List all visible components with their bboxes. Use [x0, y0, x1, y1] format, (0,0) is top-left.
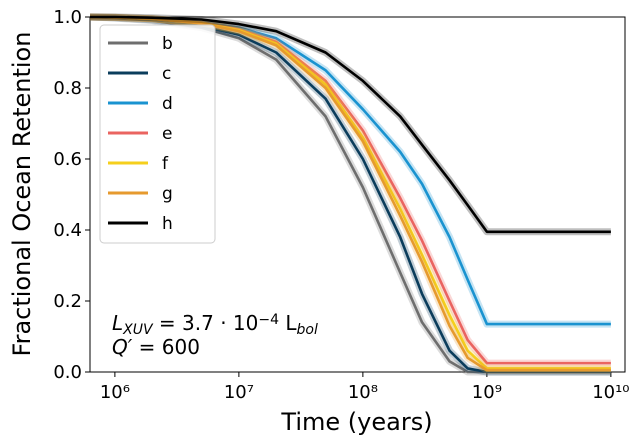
- legend-label: f: [162, 154, 169, 174]
- series-line: [89, 15, 611, 372]
- x-tick-label: 10⁸: [348, 382, 378, 403]
- legend-frame: [99, 24, 216, 244]
- x-axis-label: Time (years): [280, 408, 432, 436]
- y-axis-label: Fractional Ocean Retention: [8, 32, 36, 357]
- x-tick-label: 10⁷: [224, 382, 254, 403]
- legend-label: b: [162, 34, 173, 54]
- annotation: Q′ = 600: [112, 335, 200, 359]
- annotation-part: = 3.7 · 10: [153, 311, 259, 335]
- x-tick-label: 10⁹: [472, 382, 502, 403]
- annotation-part: −4: [258, 312, 279, 328]
- annotation-part: = 600: [132, 335, 200, 359]
- annotation-part: XUV: [122, 322, 154, 338]
- series-line: [89, 15, 611, 374]
- legend-label: g: [162, 184, 173, 204]
- y-tick-label: 0.2: [53, 291, 82, 312]
- series-line: [90, 15, 611, 234]
- y-tick-label: 0.0: [53, 362, 82, 383]
- annotation-part: L: [112, 311, 123, 335]
- annotation-part: Q′: [112, 335, 133, 359]
- y-tick-label: 0.6: [53, 149, 82, 170]
- x-tick-label: 10¹⁰: [592, 382, 629, 403]
- plot-frame: [89, 16, 626, 373]
- legend-label: h: [162, 214, 173, 234]
- legend-label: e: [162, 124, 172, 144]
- legend-label: c: [162, 64, 171, 84]
- x-tick-label: 10⁶: [100, 382, 130, 403]
- legend-label: d: [162, 94, 173, 114]
- y-tick-label: 0.4: [53, 220, 82, 241]
- y-tick-label: 1.0: [53, 7, 82, 28]
- annotation-part: bol: [297, 322, 318, 338]
- annotation: LXUV = 3.7 · 10−4 Lbol: [112, 311, 318, 338]
- y-tick-label: 0.8: [53, 78, 82, 99]
- annotation-part: L: [279, 311, 297, 335]
